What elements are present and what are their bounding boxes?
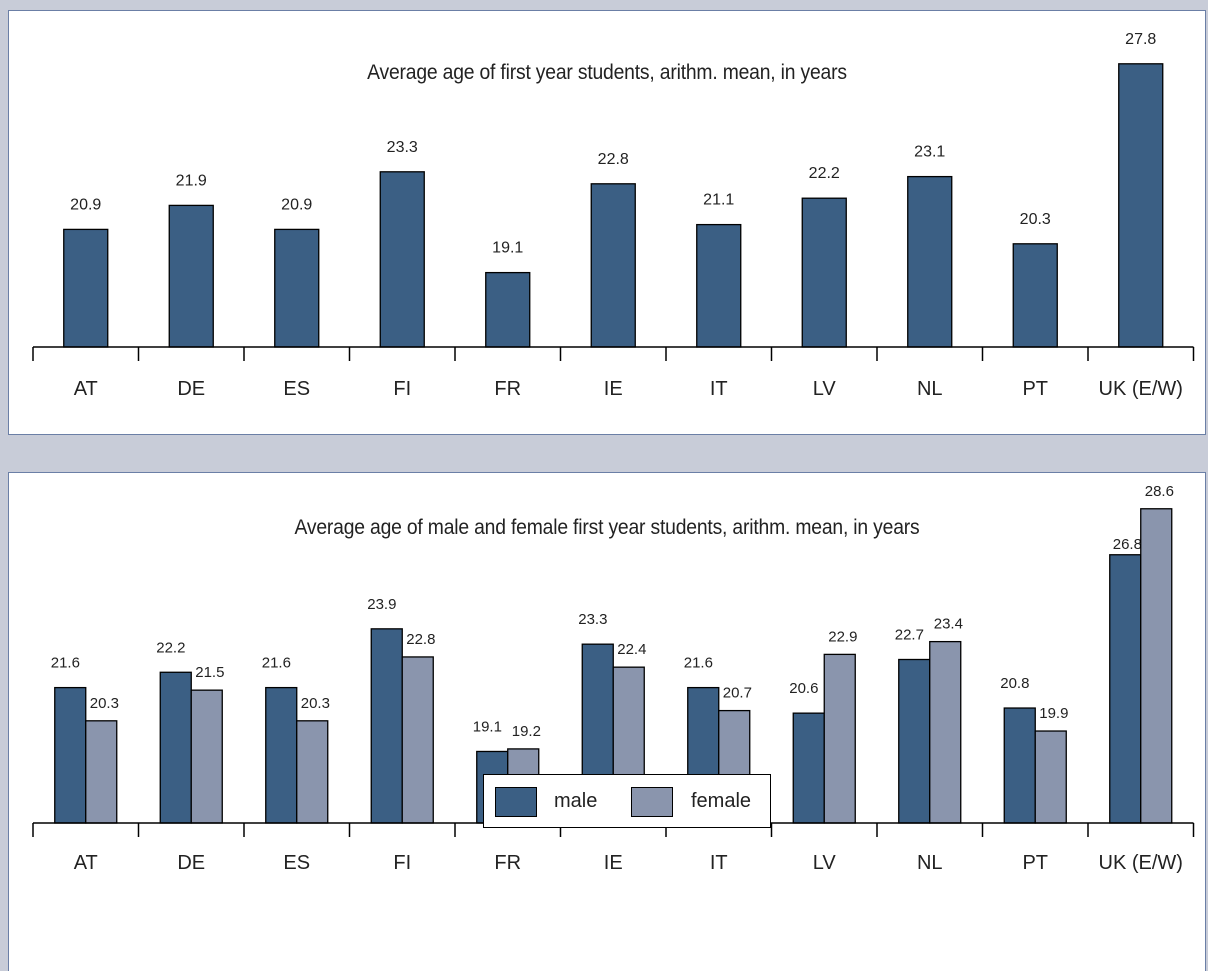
data-label-ie-male: 23.3 bbox=[578, 611, 607, 628]
bar-chart-average-age-by-gender: 21.6 20.3 22.2 21.5 21.6 20.3 23.9 22.8 19.1 19.2… bbox=[32, 483, 1195, 874]
chart-title-top: Average age of first year students, arit… bbox=[367, 61, 847, 84]
x-tick-label-fr: FR bbox=[494, 852, 521, 874]
data-label-pt-male: 20.8 bbox=[1000, 675, 1029, 692]
x-tick-label-de: DE bbox=[177, 852, 205, 874]
chart-panel-bottom: Average age of male and female first yea… bbox=[8, 472, 1206, 971]
bar-fr bbox=[485, 271, 531, 348]
data-label-lv-female: 22.9 bbox=[828, 628, 857, 645]
bar-lv bbox=[801, 197, 847, 348]
data-label-fi-female: 22.8 bbox=[406, 631, 435, 648]
x-tick-label-ie: IE bbox=[604, 852, 623, 874]
data-label-nl-male: 22.7 bbox=[895, 626, 924, 643]
bar-es-male bbox=[265, 686, 298, 824]
data-label-it-female: 20.7 bbox=[723, 685, 752, 702]
bar-lv-male bbox=[792, 712, 825, 824]
x-tick-label-lv: LV bbox=[813, 378, 837, 400]
data-label-ie: 22.8 bbox=[598, 151, 629, 168]
data-label-de-male: 22.2 bbox=[156, 639, 185, 656]
x-tick-label-uk-e-w: UK (E/W) bbox=[1099, 852, 1183, 874]
data-label-de-female: 21.5 bbox=[195, 664, 224, 681]
x-tick-label-es: ES bbox=[283, 852, 310, 874]
data-label-ie-female: 22.4 bbox=[617, 641, 646, 658]
x-tick-label-fr: FR bbox=[494, 378, 521, 400]
chart-panel-top: Average age of first year students, arit… bbox=[8, 10, 1206, 435]
bar-nl-male bbox=[898, 658, 931, 824]
data-label-fi-male: 23.9 bbox=[367, 596, 396, 613]
bar-nl-female bbox=[929, 640, 962, 824]
x-tick-label-nl: NL bbox=[917, 378, 943, 400]
data-label-uk-e-w-male: 26.8 bbox=[1113, 536, 1142, 553]
data-label-uk-e-w: 27.8 bbox=[1125, 31, 1156, 48]
data-label-nl-female: 23.4 bbox=[934, 616, 963, 633]
x-tick-label-at: AT bbox=[74, 852, 98, 874]
data-label-es-male: 21.6 bbox=[262, 655, 291, 672]
data-label-nl: 23.1 bbox=[914, 144, 945, 161]
bar-uk-e-w-male bbox=[1109, 554, 1142, 824]
data-label-de: 21.9 bbox=[176, 172, 207, 189]
bar-de-female bbox=[190, 689, 223, 824]
bar-at-female bbox=[85, 720, 118, 824]
bar-at bbox=[63, 228, 109, 348]
x-tick-label-fi: FI bbox=[393, 852, 411, 874]
bar-nl bbox=[907, 175, 953, 348]
x-tick-label-ie: IE bbox=[604, 378, 623, 400]
data-label-es-female: 20.3 bbox=[301, 695, 330, 712]
data-label-it: 21.1 bbox=[703, 192, 734, 209]
x-tick-label-fi: FI bbox=[393, 378, 411, 400]
x-tick-label-it: IT bbox=[710, 378, 728, 400]
legend-label-female: female bbox=[691, 790, 752, 812]
legend-swatch-male bbox=[495, 787, 537, 817]
x-tick-label-pt: PT bbox=[1022, 852, 1048, 874]
data-label-fi: 23.3 bbox=[387, 139, 418, 156]
chart-legend: male female bbox=[483, 774, 771, 828]
x-tick-label-de: DE bbox=[177, 378, 205, 400]
data-label-fr-female: 19.2 bbox=[512, 723, 541, 740]
bar-ie bbox=[590, 183, 636, 348]
data-label-at-male: 21.6 bbox=[51, 655, 80, 672]
data-label-fr-male: 19.1 bbox=[473, 718, 502, 735]
legend-label-male: male bbox=[554, 790, 598, 812]
x-tick-label-it: IT bbox=[710, 852, 728, 874]
data-label-at-female: 20.3 bbox=[90, 695, 119, 712]
data-label-lv: 22.2 bbox=[809, 165, 840, 182]
bar-fi-male bbox=[370, 628, 403, 824]
bar-de bbox=[168, 204, 214, 348]
data-label-at: 20.9 bbox=[70, 196, 101, 213]
bar-fi-female bbox=[401, 656, 434, 824]
x-tick-label-lv: LV bbox=[813, 852, 837, 874]
bar-uk-e-w bbox=[1118, 63, 1164, 348]
x-tick-label-uk-e-w: UK (E/W) bbox=[1099, 378, 1183, 400]
bar-at-male bbox=[54, 686, 87, 824]
legend-swatch-female bbox=[631, 787, 673, 817]
data-label-fr: 19.1 bbox=[492, 240, 523, 257]
bar-chart-average-age: 20.9 21.9 20.9 23.3 19.1 22.8 21.1 22.2 23.1 20.3… bbox=[32, 31, 1195, 400]
bar-pt-male bbox=[1003, 707, 1036, 824]
bar-es-female bbox=[296, 720, 329, 824]
x-tick-label-at: AT bbox=[74, 378, 98, 400]
x-tick-label-nl: NL bbox=[917, 852, 943, 874]
data-label-pt: 20.3 bbox=[1020, 211, 1051, 228]
x-tick-label-pt: PT bbox=[1022, 378, 1048, 400]
x-tick-label-es: ES bbox=[283, 378, 310, 400]
chart-title-bottom: Average age of male and female first yea… bbox=[294, 516, 920, 539]
data-label-lv-male: 20.6 bbox=[789, 680, 818, 697]
data-label-uk-e-w-female: 28.6 bbox=[1145, 483, 1174, 500]
bar-fi bbox=[379, 171, 425, 348]
bar-de-male bbox=[159, 671, 192, 824]
bar-uk-e-w-female bbox=[1140, 508, 1173, 824]
bar-it bbox=[696, 223, 742, 348]
data-label-it-male: 21.6 bbox=[684, 655, 713, 672]
bar-pt-female bbox=[1034, 730, 1067, 824]
bar-pt bbox=[1012, 243, 1058, 348]
data-label-pt-female: 19.9 bbox=[1039, 705, 1068, 722]
bar-lv-female bbox=[823, 653, 856, 824]
data-label-es: 20.9 bbox=[281, 196, 312, 213]
bar-es bbox=[274, 228, 320, 348]
